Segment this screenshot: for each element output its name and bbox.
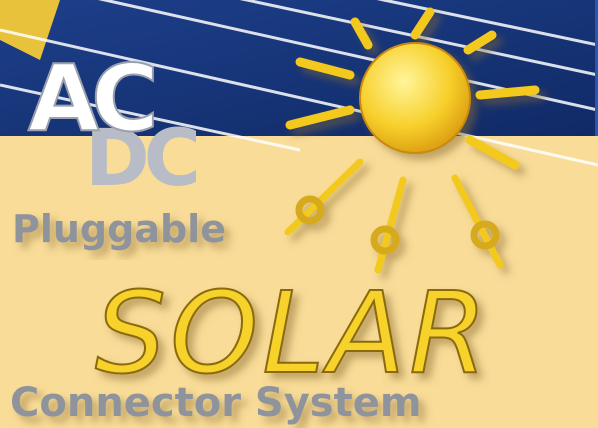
tagline-top: Pluggable: [12, 207, 226, 251]
logo-ac: AC: [28, 45, 153, 152]
advert: DC AC Pluggable SOLAR Connector System: [0, 0, 598, 428]
tagline-bottom: Connector System: [10, 380, 422, 426]
